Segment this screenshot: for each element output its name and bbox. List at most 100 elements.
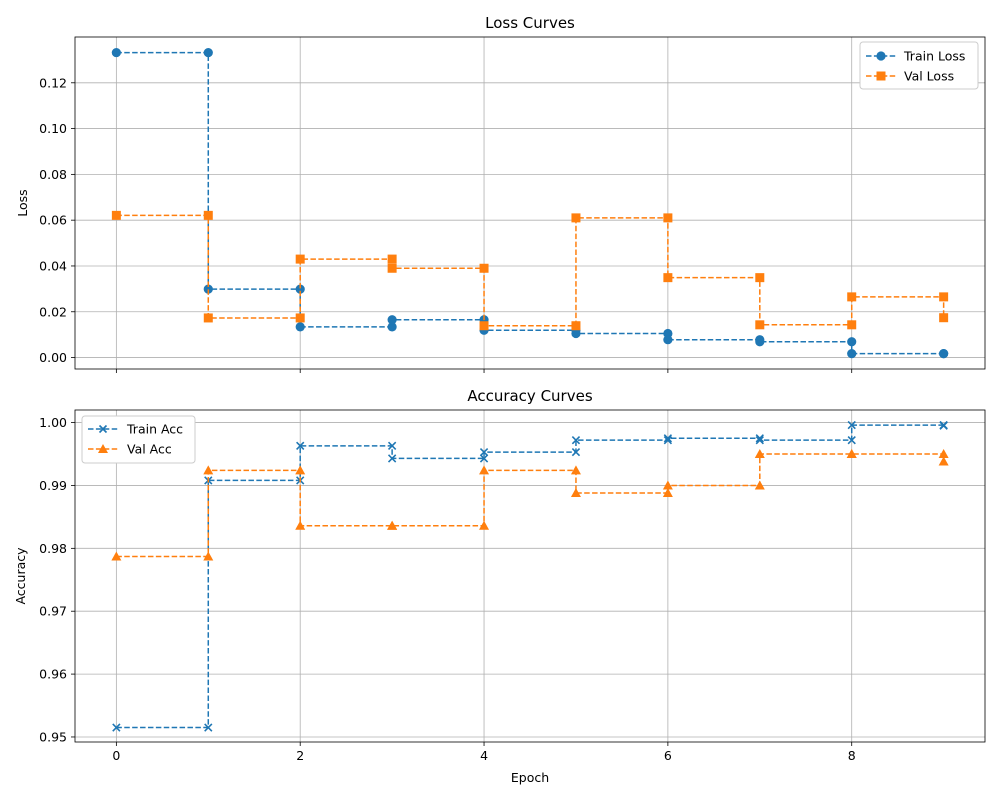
legend-swatch-marker [876,71,886,81]
train-acc-point [571,436,581,445]
val-loss-point [571,321,581,331]
train-loss-point [847,337,857,347]
train-loss-point [571,328,581,339]
train-acc-point [479,454,489,463]
legend-label-train-loss: Train Loss [903,49,965,64]
train-acc-point [755,434,764,443]
val-acc-point [754,449,765,459]
accuracy-y-tick-label: 0.96 [39,667,67,682]
val-acc-point [938,456,949,466]
val-loss-point [295,313,305,323]
accuracy-y-tick-label: 0.97 [39,604,67,619]
loss-y-tick-label: 0.02 [39,304,67,319]
accuracy-x-axis-label: Epoch [511,770,549,785]
val-acc-point [203,465,214,475]
accuracy-x-tick-label: 4 [480,748,488,763]
train-acc-point [296,441,305,451]
accuracy-x-tick-label: 0 [112,748,120,763]
loss-ticks: 0.00 0.02 0.04 0.06 0.08 0.10 0.12 [39,75,853,373]
train-acc-point [939,421,948,430]
val-acc-point [754,480,765,490]
accuracy-x-tick-label: 6 [664,748,672,763]
legend-item-val-acc: Val Acc [88,442,172,457]
accuracy-legend: Train Acc Val Acc [81,415,196,464]
val-acc-point [203,551,214,561]
train-acc-point [204,723,213,732]
accuracy-chart-title: Accuracy Curves [467,387,593,405]
val-acc-point [295,465,306,475]
val-loss-point [203,210,213,220]
accuracy-x-tick-label: 8 [848,748,856,763]
train-loss-point [663,335,673,345]
train-acc-point [847,420,856,430]
accuracy-chart: 0 2 4 6 8 0.95 0.96 0.97 0.98 0.99 1.00 Accuracy C… [13,387,986,785]
accuracy-y-tick-label: 0.98 [39,541,67,556]
val-acc-point [295,520,306,530]
val-acc-point [570,488,581,497]
val-loss-point [663,273,673,283]
train-loss-point [755,337,765,347]
val-loss-point [479,321,489,331]
loss-axes-frame [74,36,986,370]
val-acc-point [387,520,398,530]
val-loss-point [295,254,305,264]
legend-label-val-acc: Val Acc [127,442,172,457]
val-loss-point [479,263,489,273]
val-loss-point [939,292,949,302]
train-loss-point [939,349,949,359]
train-loss-point [203,284,213,294]
val-loss-point [847,320,857,330]
train-acc-point [571,447,581,457]
accuracy-y-axis-label: Accuracy [13,547,28,605]
val-loss-point [387,263,397,273]
val-acc-point [479,520,490,530]
loss-y-tick-label: 0.10 [39,121,67,136]
accuracy-gridlines [75,410,985,742]
val-loss-point [755,273,765,283]
legend-label-train-acc: Train Acc [126,422,183,437]
val-loss-point [847,292,857,302]
accuracy-y-tick-label: 0.99 [39,478,67,493]
train-acc-point [387,454,397,463]
accuracy-series [111,420,949,732]
legend-item-train-acc: Train Acc [88,422,183,437]
train-acc-point [847,436,856,445]
val-acc-point [938,449,949,459]
loss-gridlines [75,37,985,369]
val-loss-point [571,213,581,223]
loss-legend-frame [859,41,979,90]
train-loss-point [387,322,397,332]
train-loss-point [387,315,397,325]
train-acc-point [387,441,397,451]
accuracy-x-tick-label: 2 [296,748,304,763]
legend-swatch-marker [98,444,108,453]
loss-y-axis-label: Loss [15,189,30,216]
loss-y-tick-label: 0.12 [39,75,67,90]
loss-y-tick-label: 0.08 [39,167,67,182]
loss-y-tick-label: 0.00 [39,350,67,365]
val-acc-point [479,465,490,475]
loss-chart: 0.00 0.02 0.04 0.06 0.08 0.10 0.12 Loss Curves… [15,14,986,373]
loss-y-tick-label: 0.06 [39,213,67,228]
train-acc-point [479,447,489,457]
val-acc-point [570,465,581,475]
val-loss-point [663,213,673,223]
legend-item-train-loss: Train Loss [866,49,965,64]
val-loss-point [939,313,949,323]
val-acc-point [662,488,673,497]
legend-swatch-marker [98,424,108,434]
train-loss-point [295,284,305,294]
train-acc-point [663,436,673,445]
loss-chart-title: Loss Curves [485,14,575,32]
legend-item-val-loss: Val Loss [866,69,954,84]
train-loss-point [847,349,857,359]
train-loss-point [295,322,305,332]
train-acc-point [755,436,764,445]
val-loss-point [755,320,765,330]
train-loss-point [111,47,121,58]
legend-swatch-marker [876,51,886,61]
val-loss-point [111,210,121,220]
loss-y-tick-label: 0.04 [39,258,67,273]
